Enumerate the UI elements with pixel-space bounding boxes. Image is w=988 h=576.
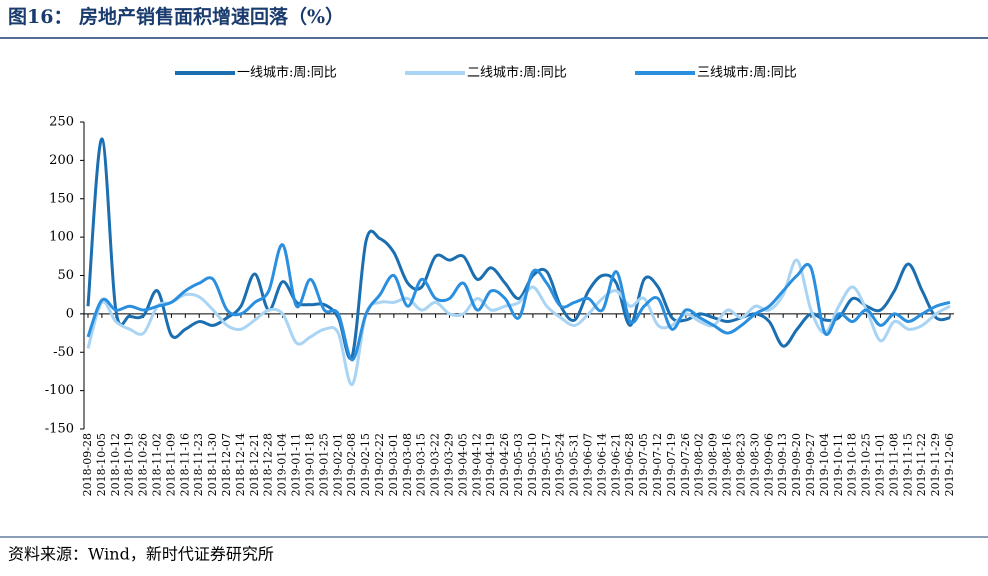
x-tick-label: 2019-09-06	[762, 433, 775, 496]
x-tick-label: 2019-04-12	[470, 433, 483, 496]
x-tick-label: 2019-01-18	[303, 433, 316, 496]
x-tick-label: 2018-12-07	[220, 433, 233, 496]
x-tick-label: 2019-05-24	[554, 433, 567, 496]
x-tick-label: 2019-04-26	[498, 433, 511, 496]
x-tick-label: 2018-11-09	[164, 433, 177, 496]
x-tick-label: 2019-06-21	[609, 433, 622, 496]
y-tick-label: -50	[53, 345, 74, 360]
x-tick-label: 2019-08-09	[707, 433, 720, 496]
x-tick-label: 2018-10-12	[109, 433, 122, 496]
x-tick-label: 2018-10-26	[137, 433, 150, 496]
x-tick-label: 2019-04-05	[456, 433, 469, 496]
legend-label: 二线城市:周:同比	[467, 65, 567, 81]
x-tick-label: 2019-10-04	[818, 433, 831, 496]
x-tick-label: 2019-02-22	[373, 433, 386, 496]
x-tick-label: 2019-11-08	[887, 433, 900, 496]
x-tick-label: 2018-11-30	[206, 433, 219, 496]
x-tick-label: 2019-04-19	[484, 433, 497, 496]
x-tick-label: 2019-07-12	[651, 433, 664, 496]
x-tick-label: 2019-09-27	[804, 433, 817, 496]
y-tick-label: -100	[45, 383, 74, 398]
x-tick-label: 2019-06-07	[582, 433, 595, 496]
x-tick-label: 2019-08-16	[721, 433, 734, 496]
x-tick-label: 2019-03-22	[429, 433, 442, 496]
x-tick-label: 2019-06-14	[595, 433, 608, 496]
legend-label: 三线城市:周:同比	[697, 65, 797, 81]
y-tick-label: 100	[49, 230, 74, 245]
x-tick-label: 2019-09-13	[776, 433, 789, 496]
x-tick-label: 2019-07-19	[665, 433, 678, 496]
x-tick-label: 2019-11-22	[915, 433, 928, 496]
x-tick-label: 2018-10-05	[95, 433, 108, 496]
x-tick-label: 2019-06-28	[623, 433, 636, 496]
x-tick-label: 2019-03-01	[387, 433, 400, 496]
line-series	[86, 137, 951, 360]
x-tick-label: 2018-12-21	[248, 433, 261, 496]
x-tick-label: 2019-07-05	[637, 433, 650, 496]
chart-title: 图16： 房地产销售面积增速回落（%）	[8, 5, 344, 28]
x-tick-label: 2019-08-02	[693, 433, 706, 496]
x-tick-label: 2019-11-15	[901, 433, 914, 496]
x-tick-label: 2019-12-06	[943, 433, 956, 496]
y-tick-label: 0	[66, 306, 74, 321]
line-series	[86, 258, 951, 386]
y-tick-label: 50	[57, 268, 74, 283]
source: 资料来源：Wind，新时代证券研究所	[8, 545, 274, 564]
y-tick-label: -150	[45, 422, 74, 437]
x-tick-label: 2019-10-11	[832, 433, 845, 496]
x-tick-label: 2018-09-28	[81, 433, 94, 496]
x-tick-label: 2019-02-01	[331, 433, 344, 496]
y-tick-label: 200	[49, 153, 74, 168]
x-tick-label: 2019-08-30	[748, 433, 761, 496]
x-tick-label: 2019-02-08	[345, 433, 358, 496]
x-tick-label: 2019-01-11	[290, 433, 303, 496]
x-tick-label: 2019-10-18	[846, 433, 859, 496]
x-tick-label: 2018-11-23	[192, 433, 205, 496]
x-tick-label: 2019-05-03	[512, 433, 525, 496]
x-tick-label: 2019-11-01	[873, 433, 886, 496]
x-tick-label: 2019-09-20	[790, 433, 803, 496]
x-tick-label: 2019-03-15	[415, 433, 428, 496]
x-tick-label: 2019-02-15	[359, 433, 372, 496]
x-tick-label: 2019-11-29	[929, 433, 942, 496]
x-tick-label: 2019-05-17	[540, 433, 553, 496]
x-tick-label: 2018-11-16	[178, 433, 191, 496]
x-tick-label: 2019-05-10	[526, 433, 539, 496]
x-tick-label: 2019-01-25	[317, 433, 330, 496]
x-tick-label: 2019-07-26	[679, 433, 692, 496]
x-tick-label: 2018-10-19	[123, 433, 136, 496]
x-tick-label: 2019-03-08	[401, 433, 414, 496]
x-tick-label: 2019-08-23	[734, 433, 747, 496]
x-tick-label: 2018-12-14	[234, 433, 247, 496]
x-tick-label: 2019-05-31	[568, 433, 581, 496]
x-tick-label: 2018-11-02	[151, 433, 164, 496]
x-tick-label: 2019-01-04	[276, 433, 289, 496]
legend-label: 一线城市:周:同比	[237, 65, 337, 81]
x-tick-label: 2018-12-28	[262, 433, 275, 496]
y-tick-label: 150	[49, 191, 74, 206]
x-tick-label: 2019-03-29	[442, 433, 455, 496]
y-tick-label: 250	[49, 115, 74, 130]
line-series	[86, 243, 951, 362]
x-tick-label: 2019-10-25	[860, 433, 873, 496]
